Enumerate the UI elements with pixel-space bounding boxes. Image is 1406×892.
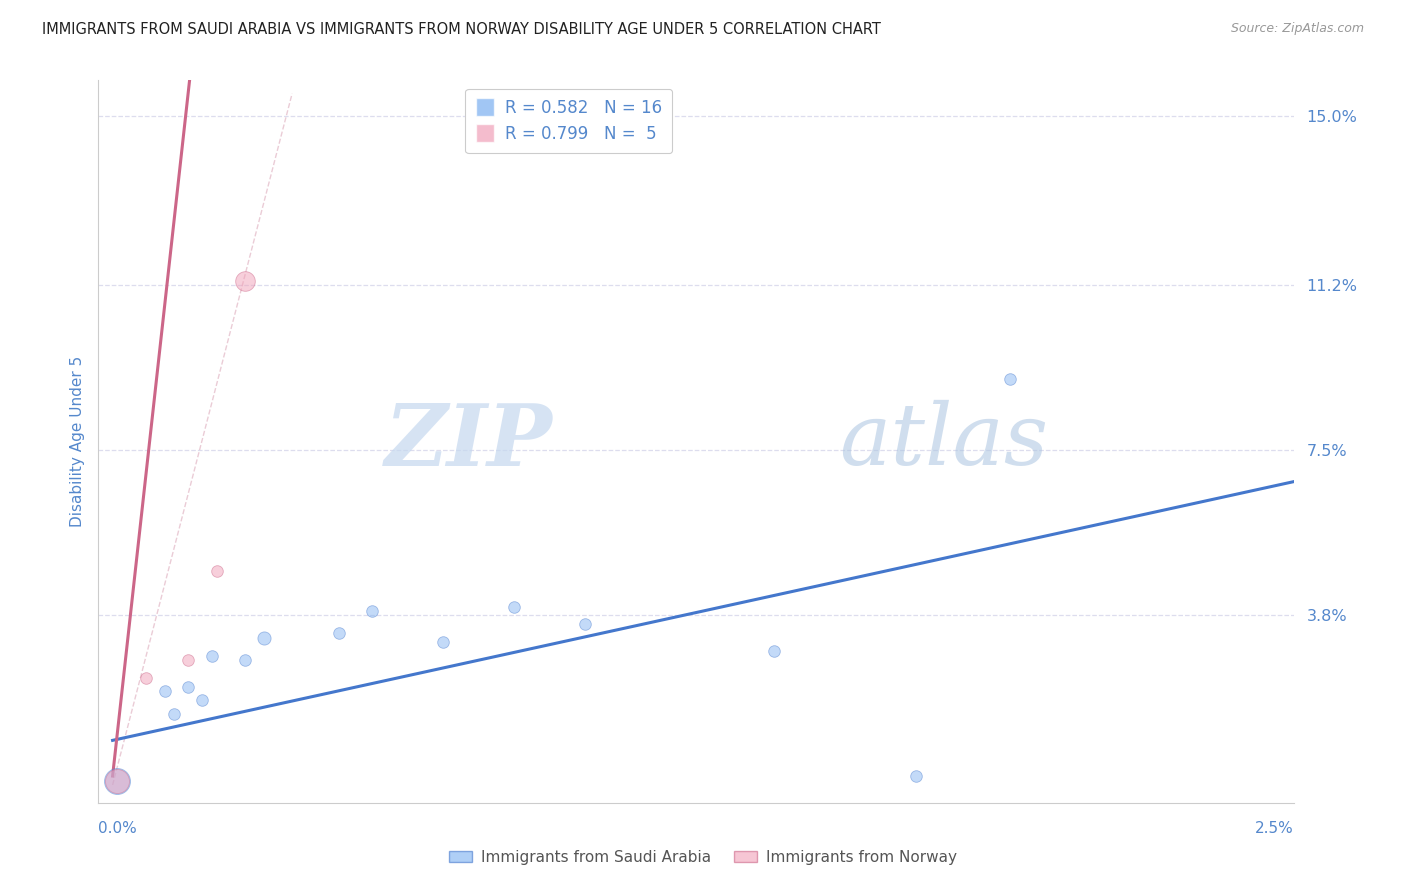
Point: [105, 773, 128, 788]
Text: IMMIGRANTS FROM SAUDI ARABIA VS IMMIGRANTS FROM NORWAY DISABILITY AGE UNDER 5 CO: IMMIGRANTS FROM SAUDI ARABIA VS IMMIGRAN…: [42, 22, 882, 37]
Point: [503, 599, 526, 614]
Point: [361, 604, 384, 618]
Point: [574, 617, 596, 632]
Y-axis label: Disability Age Under 5: Disability Age Under 5: [69, 356, 84, 527]
Point: [233, 653, 256, 667]
Point: [163, 706, 186, 721]
Legend: R = 0.582   N = 16, R = 0.799   N =  5: R = 0.582 N = 16, R = 0.799 N = 5: [465, 88, 672, 153]
Point: [205, 564, 228, 578]
Text: Source: ZipAtlas.com: Source: ZipAtlas.com: [1230, 22, 1364, 36]
Point: [904, 769, 927, 783]
Point: [432, 635, 454, 649]
Point: [201, 648, 224, 663]
Point: [153, 684, 176, 698]
Text: 2.5%: 2.5%: [1254, 821, 1294, 836]
Point: [328, 626, 350, 640]
Point: [998, 372, 1021, 386]
Point: [233, 274, 256, 288]
Point: [253, 631, 276, 645]
Legend: Immigrants from Saudi Arabia, Immigrants from Norway: Immigrants from Saudi Arabia, Immigrants…: [443, 844, 963, 871]
Point: [762, 644, 785, 658]
Point: [135, 671, 157, 685]
Point: [177, 680, 200, 694]
Point: [177, 653, 200, 667]
Text: 0.0%: 0.0%: [98, 821, 138, 836]
Point: [105, 773, 128, 788]
Point: [191, 693, 214, 707]
Text: atlas: atlas: [839, 401, 1049, 483]
Text: ZIP: ZIP: [385, 400, 553, 483]
